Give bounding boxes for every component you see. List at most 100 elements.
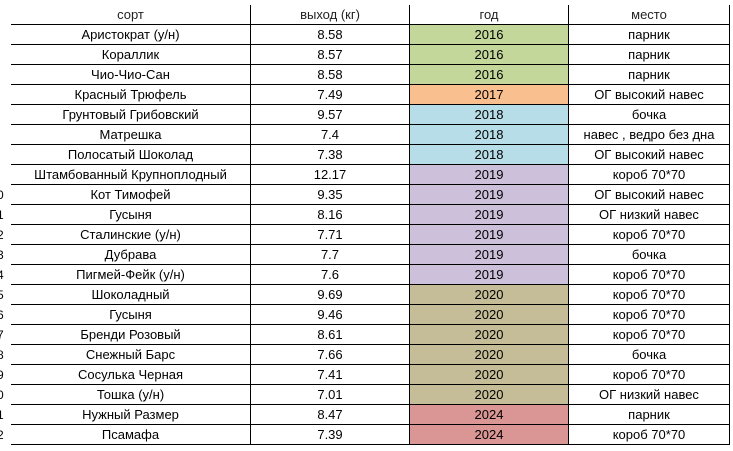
cell-name[interactable]: Сталинские (у/н) [11,225,251,245]
row-number[interactable]: 7 [0,328,4,342]
cell-name[interactable]: Гусыня [11,305,251,325]
cell-name[interactable]: Снежный Барс [11,345,251,365]
cell-place[interactable]: короб 70*70 [569,325,730,345]
cell-name[interactable]: Кот Тимофей [11,185,251,205]
cell-yield[interactable]: 7.41 [251,365,410,385]
row-number[interactable]: 2 [0,228,4,242]
row-number[interactable]: 0 [0,188,4,202]
cell-year[interactable]: 2017 [410,85,569,105]
row-number[interactable]: 4 [0,268,4,282]
cell-name[interactable]: Нужный Размер [11,405,251,425]
row-number[interactable] [0,165,9,185]
cell-place[interactable]: короб 70*70 [569,425,730,445]
cell-place[interactable]: ОГ низкий навес [569,205,730,225]
cell-place[interactable]: короб 70*70 [569,305,730,325]
cell-place[interactable]: ОГ низкий навес [569,385,730,405]
cell-yield[interactable]: 7.6 [251,265,410,285]
cell-year[interactable]: 2020 [410,385,569,405]
row-number[interactable]: 0 [0,388,4,402]
row-number[interactable] [0,125,9,145]
cell-year[interactable]: 2024 [410,425,569,445]
cell-place[interactable]: короб 70*70 [569,225,730,245]
cell-year[interactable]: 2016 [410,45,569,65]
cell-yield[interactable]: 8.61 [251,325,410,345]
cell-place[interactable]: короб 70*70 [569,165,730,185]
cell-yield[interactable]: 8.16 [251,205,410,225]
cell-yield[interactable]: 7.4 [251,125,410,145]
cell-place[interactable]: короб 70*70 [569,265,730,285]
cell-name[interactable]: Красный Трюфель [11,85,251,105]
header-cell-place[interactable]: место [569,5,730,25]
cell-year[interactable]: 2018 [410,145,569,165]
cell-year[interactable]: 2024 [410,405,569,425]
cell-year[interactable]: 2016 [410,65,569,85]
cell-yield[interactable]: 8.58 [251,65,410,85]
cell-name[interactable]: Шоколадный [11,285,251,305]
cell-year[interactable]: 2020 [410,285,569,305]
cell-year[interactable]: 2018 [410,105,569,125]
row-number[interactable] [0,65,9,85]
cell-name[interactable]: Полосатый Шоколад [11,145,251,165]
cell-place[interactable]: бочка [569,245,730,265]
cell-year[interactable]: 2018 [410,125,569,145]
cell-yield[interactable]: 7.39 [251,425,410,445]
cell-name[interactable]: Сосулька Черная [11,365,251,385]
cell-yield[interactable]: 12.17 [251,165,410,185]
cell-yield[interactable]: 9.57 [251,105,410,125]
row-number[interactable]: 2 [0,428,4,442]
cell-name[interactable]: Дубрава [11,245,251,265]
cell-yield[interactable]: 9.35 [251,185,410,205]
cell-place[interactable]: парник [569,45,730,65]
cell-name[interactable]: Гусыня [11,205,251,225]
row-number[interactable] [0,105,9,125]
cell-name[interactable]: Матрешка [11,125,251,145]
row-number[interactable]: 6 [0,308,4,322]
cell-year[interactable]: 2020 [410,365,569,385]
cell-place[interactable]: бочка [569,105,730,125]
cell-yield[interactable]: 8.57 [251,45,410,65]
cell-name[interactable]: Псамафа [11,425,251,445]
row-number[interactable]: 5 [0,288,4,302]
cell-yield[interactable]: 9.69 [251,285,410,305]
row-number[interactable]: 3 [0,248,4,262]
row-number[interactable] [0,85,9,105]
cell-name[interactable]: Чио-Чио-Сан [11,65,251,85]
cell-yield[interactable]: 7.7 [251,245,410,265]
row-number[interactable] [0,25,9,45]
cell-year[interactable]: 2020 [410,305,569,325]
row-number[interactable]: 9 [0,368,4,382]
cell-name[interactable]: Грунтовый Грибовский [11,105,251,125]
cell-year[interactable]: 2020 [410,345,569,365]
cell-name[interactable]: Тошка (у/н) [11,385,251,405]
cell-place[interactable]: бочка [569,345,730,365]
cell-place[interactable]: короб 70*70 [569,285,730,305]
cell-place[interactable]: ОГ высокий навес [569,145,730,165]
cell-year[interactable]: 2016 [410,25,569,45]
cell-name[interactable]: Кораллик [11,45,251,65]
header-cell-yield[interactable]: выход (кг) [251,5,410,25]
cell-place[interactable]: парник [569,405,730,425]
cell-yield[interactable]: 7.01 [251,385,410,405]
cell-yield[interactable]: 7.49 [251,85,410,105]
cell-yield[interactable]: 8.47 [251,405,410,425]
row-number[interactable] [0,45,9,65]
header-cell-year[interactable]: год [410,5,569,25]
cell-year[interactable]: 2019 [410,185,569,205]
cell-yield[interactable]: 7.66 [251,345,410,365]
cell-place[interactable]: парник [569,25,730,45]
cell-name[interactable]: Аристократ (у/н) [11,25,251,45]
cell-year[interactable]: 2019 [410,265,569,285]
cell-name[interactable]: Пигмей-Фейк (у/н) [11,265,251,285]
cell-name[interactable]: Бренди Розовый [11,325,251,345]
row-number[interactable]: 8 [0,348,4,362]
row-number[interactable]: 1 [0,208,4,222]
row-number[interactable]: 1 [0,408,4,422]
header-cell-name[interactable]: сорт [11,5,251,25]
cell-yield[interactable]: 7.71 [251,225,410,245]
cell-place[interactable]: навес , ведро без дна [569,125,730,145]
cell-yield[interactable]: 9.46 [251,305,410,325]
row-number[interactable] [0,145,9,165]
cell-place[interactable]: ОГ высокий навес [569,185,730,205]
cell-place[interactable]: ОГ высокий навес [569,85,730,105]
cell-year[interactable]: 2019 [410,245,569,265]
